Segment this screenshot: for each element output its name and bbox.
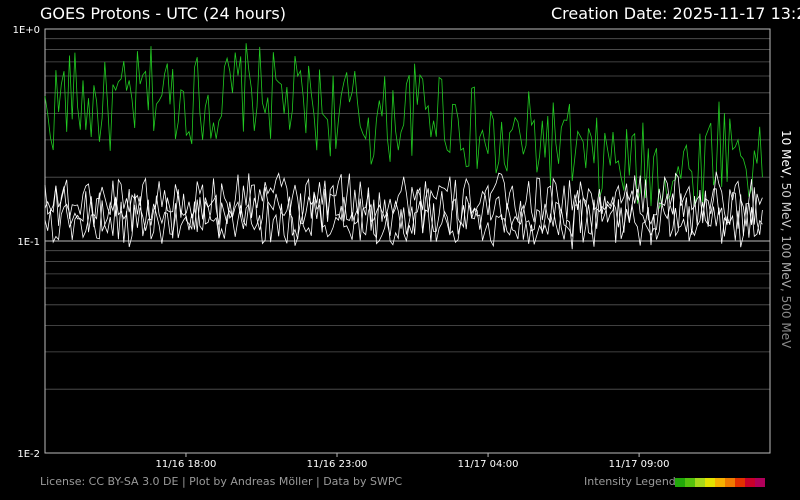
x-tick-label: 11/17 09:00 — [609, 459, 670, 470]
y-tick-label: 1E+0 — [13, 25, 40, 36]
intensity-legend-bar — [675, 478, 765, 487]
intensity-swatch — [715, 478, 725, 487]
legend-entry: 10 MeV — [779, 130, 793, 176]
y-tick-label: 1E-1 — [17, 237, 40, 248]
intensity-legend-label: Intensity Legend: — [584, 475, 680, 488]
legend-entry: , 100 MeV — [779, 228, 793, 289]
intensity-swatch — [725, 478, 735, 487]
x-tick-label: 11/17 04:00 — [458, 459, 519, 470]
license-text: License: CC BY-SA 3.0 DE | Plot by Andre… — [40, 475, 403, 488]
legend-entry: , 500 MeV — [779, 288, 793, 349]
intensity-swatch — [695, 478, 705, 487]
intensity-swatch — [675, 478, 685, 487]
series-line — [44, 171, 763, 228]
intensity-swatch — [745, 478, 755, 487]
x-tick-label: 11/16 23:00 — [307, 459, 368, 470]
x-tick-label: 11/16 18:00 — [156, 459, 217, 470]
creation-date: Creation Date: 2025-11-17 13:2 — [551, 4, 800, 23]
series-line — [44, 43, 763, 209]
intensity-swatch — [705, 478, 715, 487]
y-tick-label: 1E-2 — [17, 449, 40, 460]
series-line — [44, 184, 763, 240]
series-line — [44, 192, 763, 250]
intensity-swatch — [735, 478, 745, 487]
intensity-swatch — [685, 478, 695, 487]
chart-title: GOES Protons - UTC (24 hours) — [40, 4, 286, 23]
intensity-swatch — [755, 478, 765, 487]
series-legend: 10 MeV, 50 MeV, 100 MeV, 500 MeV — [779, 130, 793, 349]
legend-entry: , 50 MeV — [779, 175, 793, 228]
